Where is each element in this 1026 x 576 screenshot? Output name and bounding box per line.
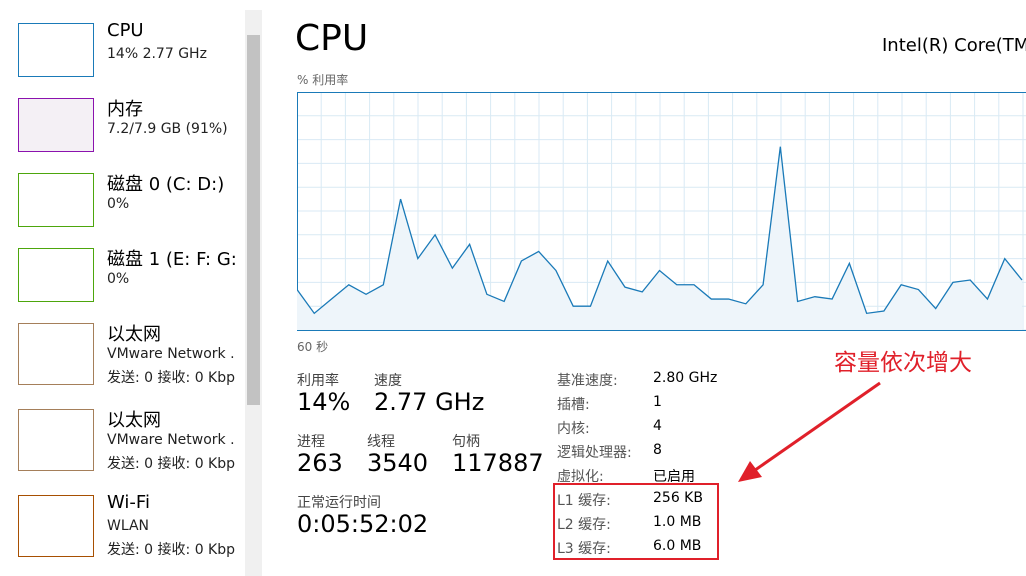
detail-label: 内核: bbox=[557, 421, 590, 437]
main-title: CPU bbox=[295, 18, 369, 59]
area bbox=[297, 146, 1022, 330]
arrow bbox=[738, 381, 881, 482]
stat-label: 利用率 bbox=[297, 373, 339, 389]
detail-label: L2 缓存: bbox=[557, 517, 611, 533]
item-detail: 发送: 0 接收: 0 Kbp bbox=[107, 542, 236, 558]
item-title: CPU bbox=[107, 20, 144, 41]
item-title: 以太网 bbox=[107, 324, 161, 345]
stat-value: 0:05:52:02 bbox=[297, 510, 429, 538]
item-title: 内存 bbox=[107, 99, 143, 120]
thumbnail bbox=[18, 495, 94, 557]
stat-value: 117887 bbox=[452, 449, 544, 477]
detail-value: 1 bbox=[653, 394, 662, 410]
item-detail: VMware Network . bbox=[107, 432, 235, 448]
detail-value: 256 KB bbox=[653, 490, 703, 506]
highlight-box bbox=[553, 483, 719, 560]
item-detail: 发送: 0 接收: 0 Kbp bbox=[107, 370, 236, 386]
item-title: 磁盘 0 (C: D:) bbox=[107, 174, 225, 195]
stat-label: 进程 bbox=[297, 434, 325, 450]
detail-value: 4 bbox=[653, 418, 662, 434]
thumbnail bbox=[18, 323, 94, 385]
detail-value: 2.80 GHz bbox=[653, 370, 718, 386]
item-detail: 0% bbox=[107, 196, 130, 212]
thumbnail bbox=[18, 409, 94, 471]
item-title: 以太网 bbox=[107, 410, 161, 431]
stat-value: 3540 bbox=[367, 449, 429, 477]
graph-time: 60 秒 bbox=[297, 340, 329, 354]
detail-label: L3 缓存: bbox=[557, 541, 611, 557]
thumbnail bbox=[18, 98, 94, 152]
item-detail: 7.2/7.9 GB (91%) bbox=[107, 121, 228, 137]
item-detail: 0% bbox=[107, 271, 130, 287]
item-title: Wi-Fi bbox=[107, 492, 150, 513]
detail-value: 已启用 bbox=[653, 469, 695, 485]
stat-value: 14% bbox=[297, 388, 351, 416]
annotation: 容量依次增大 bbox=[834, 350, 972, 376]
detail-value: 1.0 MB bbox=[653, 514, 702, 530]
item-detail: 14% 2.77 GHz bbox=[107, 46, 207, 62]
stat-label: 速度 bbox=[374, 373, 402, 389]
item-title: 磁盘 1 (E: F: G: bbox=[107, 249, 237, 270]
detail-value: 6.0 MB bbox=[653, 538, 702, 554]
cpu-line bbox=[297, 146, 1023, 315]
stat-label: 线程 bbox=[367, 434, 395, 450]
item-detail: WLAN bbox=[107, 518, 150, 534]
stat-label: 句柄 bbox=[452, 434, 480, 450]
thumbnail bbox=[18, 173, 94, 227]
detail-label: L1 缓存: bbox=[557, 493, 611, 509]
detail-label: 插槽: bbox=[557, 397, 590, 413]
detail-label: 逻辑处理器: bbox=[557, 445, 632, 461]
graph-label: % 利用率 bbox=[297, 73, 349, 87]
detail-value: 8 bbox=[653, 442, 662, 458]
stat-label: 正常运行时间 bbox=[297, 495, 381, 511]
stat-value: 263 bbox=[297, 449, 343, 477]
graph-frame bbox=[297, 92, 1026, 331]
detail-label: 虚拟化: bbox=[557, 469, 604, 485]
thumbnail bbox=[18, 248, 94, 302]
stat-value: 2.77 GHz bbox=[374, 388, 485, 416]
thumbnail bbox=[18, 23, 94, 77]
cpu-graph bbox=[297, 92, 1026, 331]
item-detail: 发送: 0 接收: 0 Kbp bbox=[107, 456, 236, 472]
processor: Intel(R) Core(TM bbox=[882, 35, 1026, 56]
scroll-thumb[interactable] bbox=[247, 35, 260, 405]
item-detail: VMware Network . bbox=[107, 346, 235, 362]
detail-label: 基准速度: bbox=[557, 373, 618, 389]
